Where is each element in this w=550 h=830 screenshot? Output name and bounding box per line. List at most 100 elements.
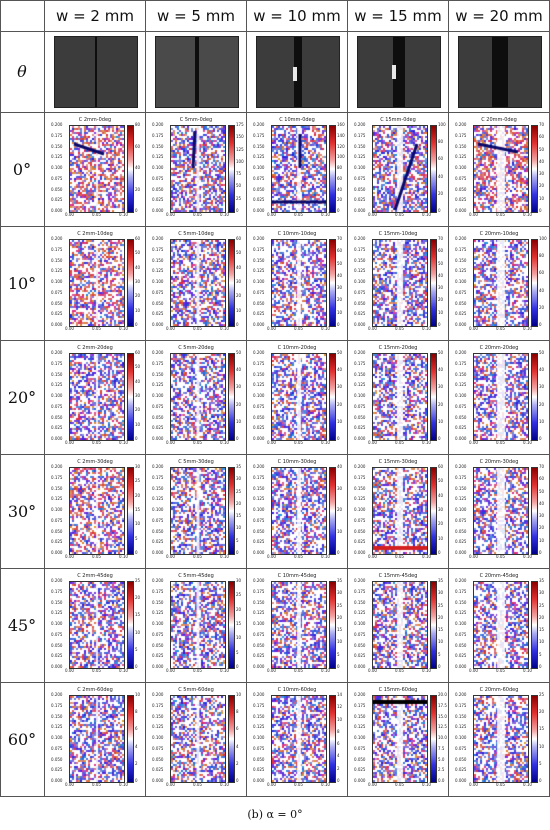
strain-heatmap <box>69 695 125 783</box>
y-tick-label: 0.025 <box>152 653 164 659</box>
colorbar-tick-label: 50 <box>337 260 343 266</box>
strain-heatmap <box>372 695 428 783</box>
y-tick-label: 0.175 <box>455 702 467 708</box>
colorbar <box>430 695 437 783</box>
x-tick-label: 0.05 <box>496 212 505 217</box>
colorbar-tick-label: 50 <box>539 350 545 355</box>
y-tick-label: 0.025 <box>51 653 63 659</box>
figure-caption: (b) α = 0° <box>247 808 303 821</box>
strain-heatmap <box>69 467 125 555</box>
colorbar-tick-label: 0 <box>539 208 542 213</box>
y-tick-label: 0.175 <box>455 246 467 252</box>
colorbar-tick-label: 30 <box>438 590 444 596</box>
x-tick-label: 0.05 <box>193 212 202 217</box>
colorbar-tick-label: 0.0 <box>438 778 445 783</box>
colorbar-tick-label: 60 <box>135 236 141 241</box>
colorbar-tick-label: 0 <box>337 436 340 441</box>
colorbar-tick-label: 40 <box>438 492 444 498</box>
colorbar <box>329 239 336 327</box>
y-tick-label: 0.025 <box>455 767 467 773</box>
y-tick-label: 0.125 <box>152 268 164 274</box>
strain-heatmap <box>271 239 327 327</box>
colorbar-tick-label: 0 <box>337 208 340 213</box>
colorbar-tick-label: 70 <box>438 236 444 241</box>
y-tick-label: 0.150 <box>152 485 164 491</box>
strain-heatmap <box>69 581 125 669</box>
colorbar-tick-label: 30 <box>236 476 242 482</box>
colorbar-tick-label: 20 <box>135 492 141 498</box>
y-tick-label: 0.200 <box>152 350 164 355</box>
y-tick-label: 0.050 <box>51 528 63 534</box>
strain-heatmap <box>473 467 529 555</box>
y-tick-label: 0.175 <box>51 132 63 138</box>
strain-heatmap <box>170 125 226 213</box>
colorbar-tick-label: 0 <box>438 322 441 327</box>
colorbar-tick-label: 40 <box>539 158 545 164</box>
colorbar-tick-label: 60 <box>539 270 545 276</box>
colorbar-tick-label: 0 <box>236 664 239 669</box>
colorbar-tick-label: 10 <box>438 535 444 541</box>
strain-heatmap <box>372 467 428 555</box>
y-tick-label: 0.200 <box>152 578 164 583</box>
y-tick-label: 0.125 <box>253 268 265 274</box>
colorbar-tick-label: 40 <box>438 367 444 373</box>
y-tick-label: 0.125 <box>455 154 467 160</box>
y-tick-label: 0.075 <box>51 403 63 409</box>
strain-heatmap <box>69 239 125 327</box>
colorbar-tick-label: 30 <box>539 513 545 519</box>
column-header: w = 5 mm <box>157 7 235 25</box>
y-tick-label: 0.000 <box>152 664 164 669</box>
y-tick-label: 0.150 <box>253 599 265 605</box>
colorbar-tick-label: 100 <box>236 158 244 164</box>
panel-title: C 20mm-0deg <box>481 117 517 123</box>
y-tick-label: 0.025 <box>253 653 265 659</box>
y-tick-label: 0.100 <box>354 507 366 512</box>
y-tick-label: 0.125 <box>253 496 265 502</box>
panel-title: C 15mm-0deg <box>380 117 416 123</box>
x-tick-label: 0.00 <box>65 554 74 559</box>
colorbar-tick-label: 20 <box>337 614 343 620</box>
colorbar <box>531 353 538 441</box>
y-tick-label: 0.000 <box>455 550 467 555</box>
y-tick-label: 0.050 <box>455 186 467 192</box>
colorbar-tick-label: 20 <box>135 293 141 299</box>
y-tick-label: 0.050 <box>455 642 467 648</box>
y-tick-label: 0.025 <box>152 197 164 203</box>
y-tick-label: 0.125 <box>455 268 467 274</box>
colorbar <box>127 125 134 213</box>
colorbar-tick-label: 20 <box>539 709 545 715</box>
panel-title: C 2mm-45deg <box>77 573 113 579</box>
theta-label: θ <box>17 62 27 81</box>
colorbar-tick-label: 5 <box>135 535 138 541</box>
y-tick-label: 0.200 <box>455 350 467 355</box>
grid-line <box>0 340 550 341</box>
y-tick-label: 0.175 <box>455 474 467 480</box>
colorbar-tick-label: 2 <box>135 760 138 766</box>
y-tick-label: 0.100 <box>354 165 366 170</box>
colorbar-tick-label: 70 <box>539 122 545 127</box>
y-tick-label: 0.100 <box>354 393 366 398</box>
x-tick-label: 0.05 <box>294 326 303 331</box>
y-tick-label: 0.175 <box>152 246 164 252</box>
strain-map-panel: C 20mm-60deg 0.200 0.175 0.150 0.125 0.100 0.0… <box>449 687 549 791</box>
colorbar-tick-label: 35 <box>337 578 343 583</box>
colorbar-tick-label: 30 <box>236 279 242 284</box>
x-tick-label: 0.00 <box>469 326 478 331</box>
strain-map-panel: C 5mm-45deg 0.200 0.175 0.150 0.125 0.100 0.07… <box>146 573 246 677</box>
y-tick-label: 0.175 <box>455 132 467 138</box>
colorbar-tick-label: 25 <box>438 602 444 608</box>
grid-line <box>44 0 45 797</box>
row-label: 20° <box>7 387 37 407</box>
x-tick-label: 0.05 <box>193 782 202 787</box>
y-tick-label: 0.075 <box>253 403 265 409</box>
y-tick-label: 0.200 <box>152 236 164 241</box>
colorbar-tick-label: 50 <box>438 478 444 484</box>
y-tick-label: 0.175 <box>152 360 164 366</box>
y-tick-label: 0.125 <box>253 382 265 388</box>
y-tick-label: 0.125 <box>152 154 164 160</box>
colorbar-tick-label: 60 <box>539 134 545 140</box>
y-tick-label: 0.000 <box>455 778 467 783</box>
y-tick-label: 0.025 <box>253 539 265 545</box>
panel-title: C 15mm-30deg <box>378 459 418 465</box>
grid-line <box>0 796 550 797</box>
